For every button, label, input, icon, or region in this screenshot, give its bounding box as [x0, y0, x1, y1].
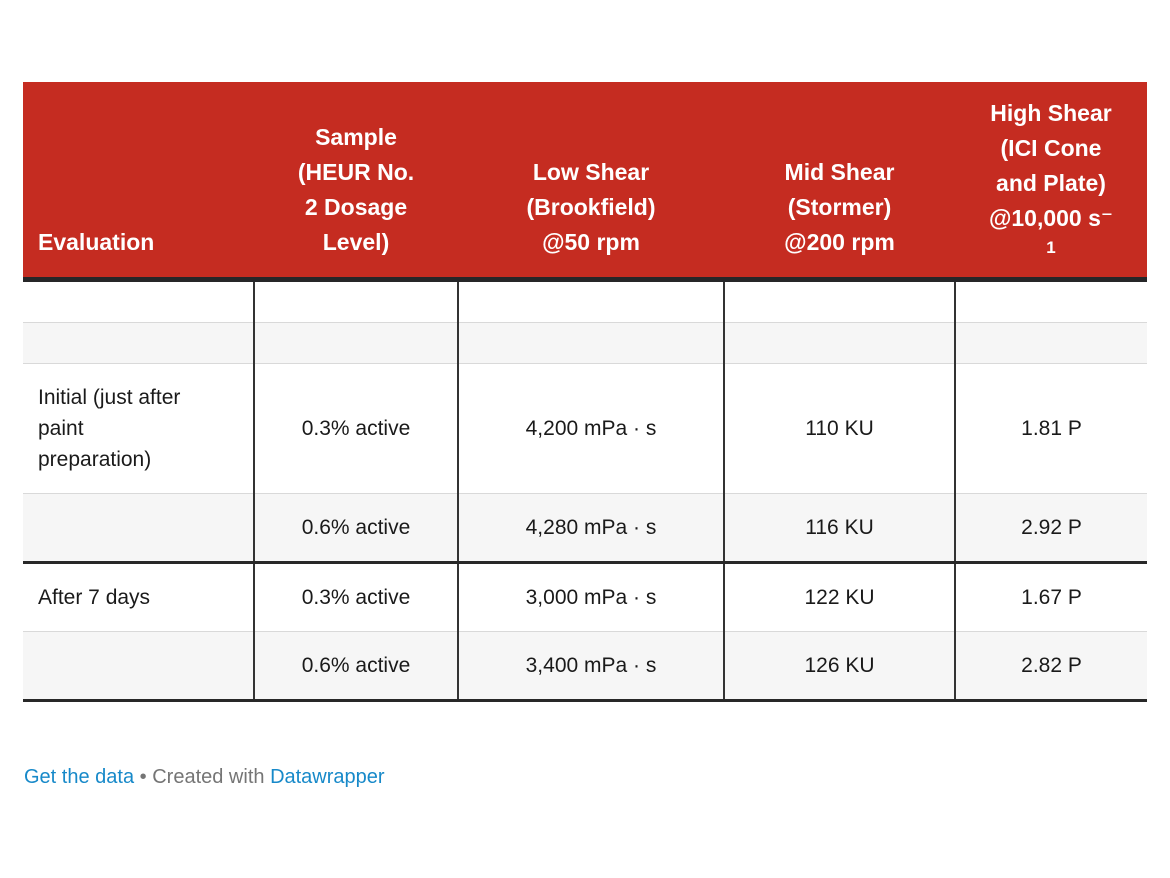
viscosity-data-table: Evaluation Sample (HEUR No. 2 Dosage Level) L…: [23, 82, 1147, 702]
cell-sample-r5: 0.6% active: [253, 631, 458, 702]
column-header-sample: Sample (HEUR No. 2 Dosage Level): [254, 82, 458, 282]
cell-mid-shear-r0: [723, 279, 955, 323]
cell-low-shear-r2: 4,200 mPa · s: [457, 363, 724, 494]
table-header: Evaluation Sample (HEUR No. 2 Dosage Level) L…: [23, 82, 1147, 282]
cell-high-shear-r3: 2.92 P: [954, 493, 1147, 564]
cell-evaluation-r1: [23, 322, 254, 364]
footer-separator: •: [139, 766, 147, 788]
cell-mid-shear-r2: 110 KU: [723, 363, 955, 494]
cell-evaluation-r4: After 7 days: [23, 562, 254, 632]
cell-high-shear-r1: [954, 322, 1147, 364]
table-body: Initial (just after paint preparation) 0.…: [23, 279, 1147, 702]
table-footer: Get the data • Created with Datawrapper: [24, 763, 385, 791]
cell-high-shear-r0: [954, 279, 1147, 323]
table-row-2: Initial (just after paint preparation) 0.…: [23, 363, 1147, 494]
cell-sample-r0: [253, 279, 458, 323]
get-the-data-link[interactable]: Get the data: [24, 766, 135, 788]
footer-credit-text: Created with: [152, 766, 265, 788]
column-header-low-shear: Low Shear (Brookfield) @50 rpm: [458, 82, 724, 282]
cell-high-shear-r4: 1.67 P: [954, 562, 1147, 632]
table-row-4: After 7 days 0.3% active 3,000 mPa · s 122 …: [23, 562, 1147, 632]
cell-mid-shear-r4: 122 KU: [723, 562, 955, 632]
cell-low-shear-r1: [457, 322, 724, 364]
cell-mid-shear-r1: [723, 322, 955, 364]
cell-sample-r1: [253, 322, 458, 364]
cell-evaluation-r0: [23, 279, 254, 323]
cell-mid-shear-r3: 116 KU: [723, 493, 955, 564]
cell-sample-r3: 0.6% active: [253, 493, 458, 564]
table-row-5: 0.6% active 3,400 mPa · s 126 KU 2.82 P: [23, 631, 1147, 702]
cell-low-shear-r3: 4,280 mPa · s: [457, 493, 724, 564]
cell-high-shear-r2: 1.81 P: [954, 363, 1147, 494]
column-header-mid-shear: Mid Shear (Stormer) @200 rpm: [724, 82, 955, 282]
cell-evaluation-r5: [23, 631, 254, 702]
cell-evaluation-r2: Initial (just after paint preparation): [23, 363, 254, 494]
table-row-0: [23, 279, 1147, 323]
cell-mid-shear-r5: 126 KU: [723, 631, 955, 702]
table-header-row: Evaluation Sample (HEUR No. 2 Dosage Level) L…: [23, 82, 1147, 282]
cell-low-shear-r4: 3,000 mPa · s: [457, 562, 724, 632]
cell-low-shear-r0: [457, 279, 724, 323]
cell-high-shear-r5: 2.82 P: [954, 631, 1147, 702]
cell-sample-r4: 0.3% active: [253, 562, 458, 632]
table-row-3: 0.6% active 4,280 mPa · s 116 KU 2.92 P: [23, 493, 1147, 564]
cell-low-shear-r5: 3,400 mPa · s: [457, 631, 724, 702]
datawrapper-link[interactable]: Datawrapper: [270, 766, 385, 788]
column-header-evaluation: Evaluation: [23, 82, 254, 282]
table-row-1: [23, 322, 1147, 364]
datawrapper-table-chart: Evaluation Sample (HEUR No. 2 Dosage Level) L…: [23, 82, 1147, 702]
cell-sample-r2: 0.3% active: [253, 363, 458, 494]
cell-evaluation-r3: [23, 493, 254, 564]
column-header-high-shear: High Shear (ICI Cone and Plate) @10,000 s⁻ 1: [955, 82, 1147, 282]
